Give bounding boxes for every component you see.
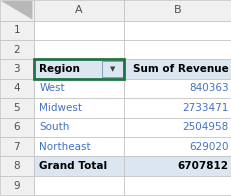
Bar: [124, 0, 231, 21]
Bar: [33, 40, 124, 59]
Bar: [33, 0, 124, 21]
Text: 2504958: 2504958: [182, 122, 228, 132]
Bar: [33, 98, 124, 118]
Polygon shape: [1, 1, 32, 20]
Bar: [0, 156, 33, 176]
Text: A: A: [75, 5, 82, 15]
Bar: [124, 156, 231, 176]
Bar: [0, 98, 33, 118]
Bar: [124, 118, 231, 137]
Bar: [33, 21, 124, 40]
Bar: [33, 176, 124, 195]
Text: 6: 6: [13, 122, 20, 132]
Bar: [124, 137, 231, 156]
Bar: [0, 137, 33, 156]
Text: 9: 9: [13, 181, 20, 191]
Text: Grand Total: Grand Total: [39, 161, 107, 171]
Text: 3: 3: [13, 64, 20, 74]
Text: 840363: 840363: [188, 83, 228, 93]
Text: 8: 8: [13, 161, 20, 171]
Bar: [0, 59, 33, 79]
Bar: [0, 0, 33, 21]
Text: B: B: [173, 5, 181, 15]
Bar: [102, 61, 122, 77]
Text: 2: 2: [13, 45, 20, 55]
Text: 2733471: 2733471: [181, 103, 228, 113]
Bar: [124, 59, 231, 79]
Bar: [0, 40, 33, 59]
Bar: [33, 79, 124, 98]
Text: West: West: [39, 83, 65, 93]
Text: 4: 4: [13, 83, 20, 93]
Bar: [124, 40, 231, 59]
Bar: [0, 79, 33, 98]
Text: 6707812: 6707812: [177, 161, 228, 171]
Text: South: South: [39, 122, 70, 132]
Bar: [124, 176, 231, 195]
Bar: [33, 59, 124, 79]
Bar: [124, 98, 231, 118]
Text: Northeast: Northeast: [39, 142, 91, 152]
Text: 7: 7: [13, 142, 20, 152]
Bar: [0, 176, 33, 195]
Bar: [0, 21, 33, 40]
Bar: [33, 118, 124, 137]
Text: ▼: ▼: [109, 66, 115, 72]
Text: Midwest: Midwest: [39, 103, 82, 113]
Text: 1: 1: [13, 25, 20, 35]
Bar: [0, 118, 33, 137]
Bar: [33, 137, 124, 156]
Text: Sum of Revenue: Sum of Revenue: [132, 64, 228, 74]
Text: Region: Region: [39, 64, 80, 74]
Bar: [33, 156, 124, 176]
Text: 629020: 629020: [188, 142, 228, 152]
Bar: [124, 21, 231, 40]
Text: 5: 5: [13, 103, 20, 113]
Bar: [33, 59, 124, 79]
Bar: [124, 79, 231, 98]
